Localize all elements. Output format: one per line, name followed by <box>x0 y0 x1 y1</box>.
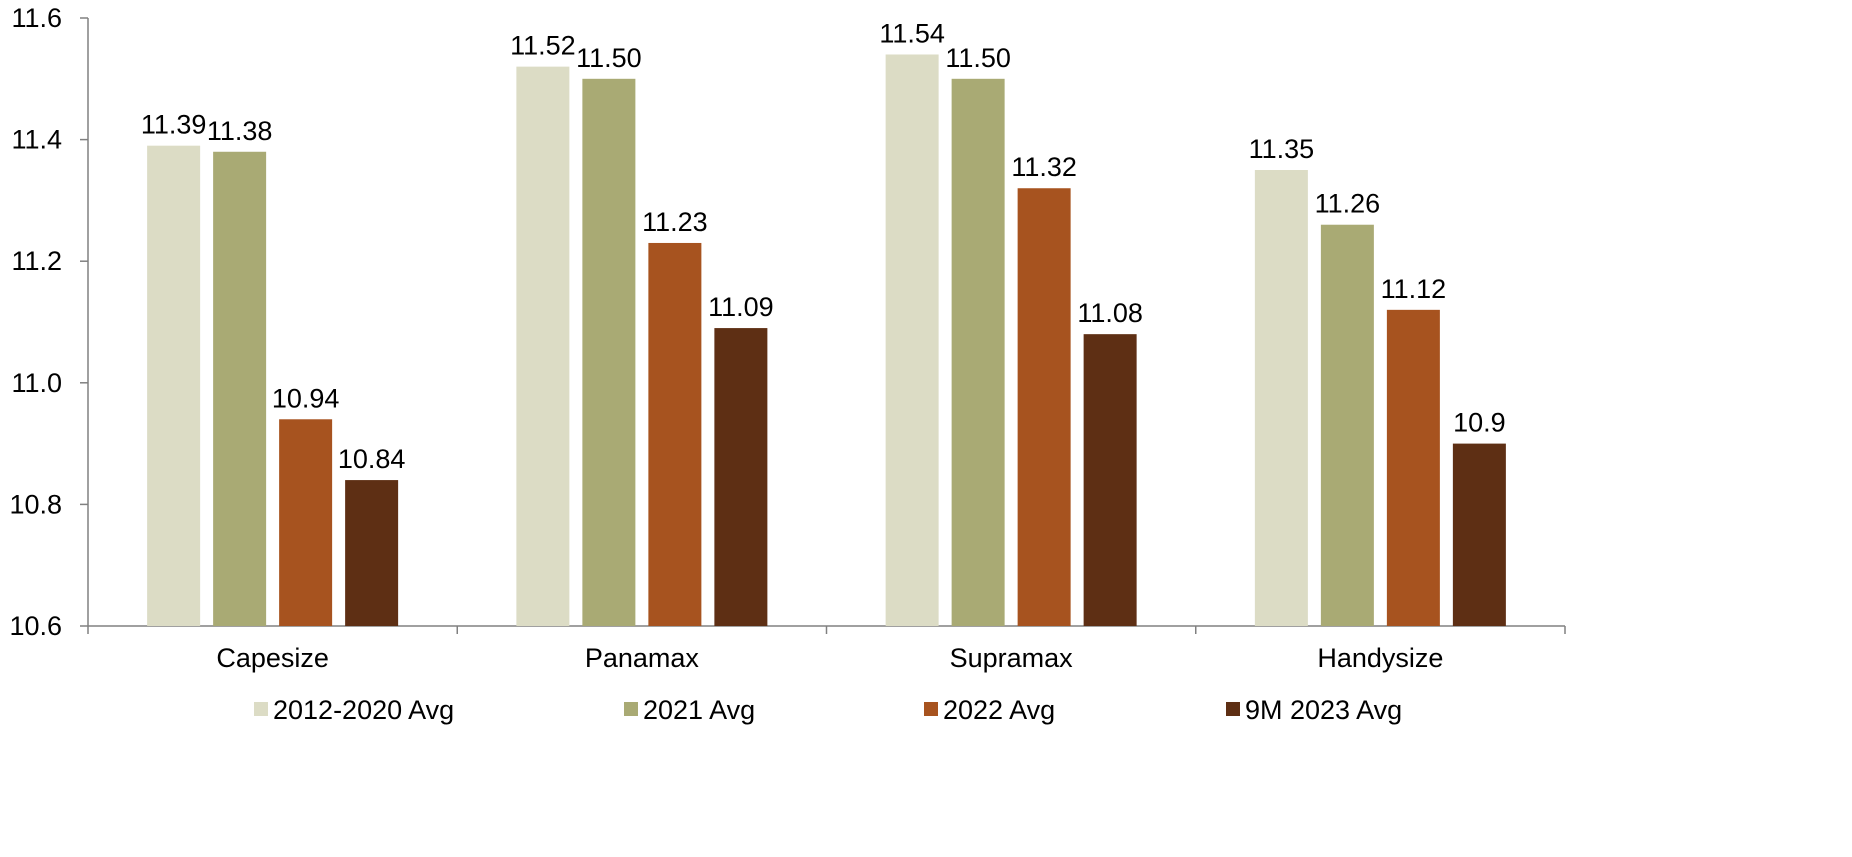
legend-swatch <box>624 702 638 716</box>
data-label: 11.26 <box>1315 189 1381 219</box>
bar <box>516 66 570 626</box>
x-category-label: Supramax <box>950 643 1074 673</box>
legend-swatch <box>1226 702 1240 716</box>
bar <box>1452 443 1506 626</box>
legend-label: 2022 Avg <box>943 695 1055 725</box>
data-label: 11.08 <box>1077 298 1143 328</box>
data-label: 10.84 <box>338 444 406 474</box>
legend-label: 2021 Avg <box>643 695 755 725</box>
legend-swatch <box>254 702 268 716</box>
bar <box>345 480 399 626</box>
bar <box>147 145 201 626</box>
data-label: 10.94 <box>272 383 340 413</box>
bar <box>279 419 333 626</box>
data-label: 11.32 <box>1011 152 1077 182</box>
y-tick-label: 11.6 <box>11 3 62 33</box>
data-label: 11.12 <box>1381 274 1447 304</box>
bar <box>213 151 267 626</box>
legend-label: 2012-2020 Avg <box>273 695 454 725</box>
y-tick-label: 11.2 <box>11 246 62 276</box>
y-tick-label: 10.6 <box>9 611 62 641</box>
data-label: 11.50 <box>576 43 642 73</box>
bar <box>885 54 939 627</box>
legend: 2012-2020 Avg 2021 Avg 2022 Avg 9M 2023 Avg <box>254 695 1402 725</box>
bar <box>1083 334 1137 626</box>
bar <box>714 328 768 626</box>
legend-label: 9M 2023 Avg <box>1245 695 1402 725</box>
x-category-label: Handysize <box>1317 643 1443 673</box>
y-tick-label: 11.4 <box>11 125 62 155</box>
data-label: 11.50 <box>945 43 1011 73</box>
data-label: 11.35 <box>1249 134 1315 164</box>
legend-swatch <box>924 702 938 716</box>
bar <box>1320 224 1374 626</box>
bar <box>951 78 1005 627</box>
data-label: 11.39 <box>141 110 207 140</box>
data-label: 10.9 <box>1453 408 1506 438</box>
y-tick-label: 11.0 <box>11 368 62 398</box>
axes: 10.6 10.8 11.0 11.2 11.4 11.6 Capesize Panamax S… <box>9 3 1566 673</box>
bar <box>1254 170 1308 626</box>
data-label: 11.54 <box>879 18 945 48</box>
bar <box>582 78 636 627</box>
data-label: 11.38 <box>207 116 273 146</box>
bar <box>1017 188 1071 627</box>
bar <box>1386 309 1440 626</box>
bars <box>147 54 1506 627</box>
bar <box>648 242 702 626</box>
data-label: 11.52 <box>510 31 576 61</box>
y-tick-label: 10.8 <box>9 489 62 519</box>
x-category-label: Panamax <box>585 643 700 673</box>
x-category-label: Capesize <box>216 643 329 673</box>
data-label: 11.23 <box>642 207 708 237</box>
data-label: 11.09 <box>708 292 774 322</box>
